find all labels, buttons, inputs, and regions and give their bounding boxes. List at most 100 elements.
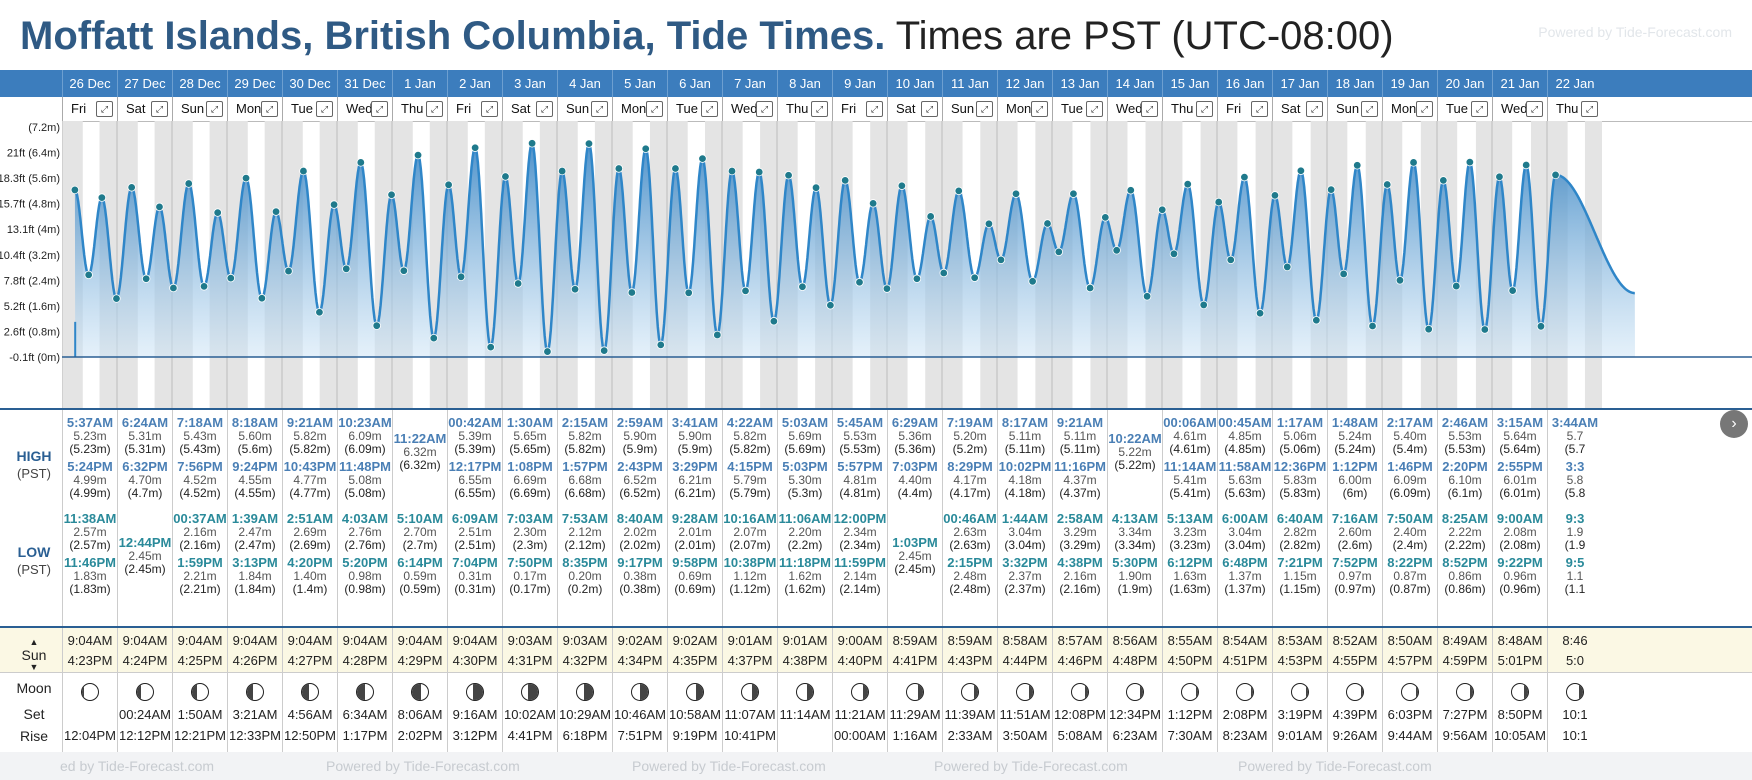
expand-icon[interactable]: ⤢ (1416, 101, 1433, 117)
high-tide-entry: 11:58AM 5.63m (5.63m) (1218, 460, 1272, 500)
tide-height: 5.11m (1063, 429, 1097, 443)
tide-time: 3:44AM (1551, 415, 1599, 430)
moon-column: 6:03PM 9:44AM (1382, 673, 1437, 753)
tide-time: 1:30AM (506, 415, 554, 430)
sun-column: 9:04AM 4:24PM (117, 628, 172, 674)
sunrise-time: 9:04AM (342, 633, 388, 648)
expand-icon[interactable]: ⤢ (151, 101, 168, 117)
weekday-label: Mon (236, 101, 262, 116)
tide-time: 1:59PM (177, 555, 223, 570)
tide-time: 5:57PM (837, 459, 883, 474)
low-tide-entry: 3:13PM 1.84m (1.84m) (228, 556, 282, 596)
high-tide-entry: 1:08PM 6.69m (6.69m) (503, 460, 557, 500)
expand-icon[interactable]: ⤢ (1251, 101, 1268, 117)
high-tide-entry: 2:55PM 6.01m (6.01m) (1493, 460, 1547, 500)
sunrise-time: 9:00AM (837, 633, 883, 648)
expand-icon[interactable]: ⤢ (1471, 101, 1488, 117)
expand-icon[interactable]: ⤢ (756, 101, 773, 117)
tide-height-alt: (5.39m) (454, 442, 496, 456)
high-tide-point (954, 186, 963, 196)
expand-icon[interactable]: ⤢ (866, 101, 883, 117)
high-tide-point (840, 176, 850, 185)
high-tide-point (1521, 160, 1531, 170)
low-tide-entry: 4:20PM 1.40m (1.4m) (283, 556, 337, 596)
moon-phase-icon (1071, 683, 1089, 701)
date-cell: 8 Jan (777, 70, 832, 97)
expand-icon[interactable]: ⤢ (1581, 101, 1598, 117)
date-cell: 11 Jan (942, 70, 997, 97)
tide-time: 6:48PM (1222, 555, 1268, 570)
expand-icon[interactable]: ⤢ (646, 101, 663, 117)
expand-icon[interactable]: ⤢ (426, 101, 443, 117)
low-tide-point (1028, 277, 1037, 286)
y-tick-label: 2.6ft (0.8m) (4, 326, 60, 338)
date-cell: 30 Dec (282, 70, 337, 97)
tide-height: 6.09m (1393, 473, 1427, 487)
expand-icon[interactable]: ⤢ (811, 101, 828, 117)
tide-height-alt: (5.36m) (894, 442, 936, 456)
high-tide-point (184, 179, 193, 188)
moonset-time: 11:51AM (999, 707, 1051, 722)
sun-column: 9:04AM 4:25PM (172, 628, 227, 674)
expand-icon[interactable]: ⤢ (921, 101, 938, 117)
moon-column: 10:46AM 7:51PM (612, 673, 667, 753)
moonrise-time: 3:50AM (1002, 728, 1048, 743)
tide-height: 2.16m (1063, 569, 1097, 583)
expand-icon[interactable]: ⤢ (1031, 101, 1048, 117)
expand-icon[interactable]: ⤢ (1306, 101, 1323, 117)
expand-icon[interactable]: ⤢ (591, 101, 608, 117)
expand-icon[interactable]: ⤢ (536, 101, 553, 117)
moon-phase-icon (906, 683, 924, 701)
high-tide-column: 10:22AM 5.22m (5.22m) (1107, 410, 1162, 508)
weekday-label: Sat (511, 101, 531, 116)
tide-time: 11:48PM (338, 459, 392, 474)
expand-icon[interactable]: ⤢ (1086, 101, 1103, 117)
moon-column: 3:21AM 12:33PM (227, 673, 282, 753)
expand-icon[interactable]: ⤢ (1141, 101, 1158, 117)
expand-icon[interactable]: ⤢ (206, 101, 223, 117)
low-tide-column: 7:16AM 2.60m (2.6m) 7:52PM 0.97m (0.97m) (1327, 506, 1382, 626)
sunrise-time: 8:50AM (1387, 633, 1433, 648)
expand-icon[interactable]: ⤢ (701, 101, 718, 117)
expand-icon[interactable]: ⤢ (261, 101, 278, 117)
expand-icon[interactable]: ⤢ (1196, 101, 1213, 117)
expand-icon[interactable]: ⤢ (371, 101, 388, 117)
high-tide-column: 00:06AM 4.61m (4.61m) 11:14AM 5.41m (5.41m) (1162, 410, 1217, 508)
expand-icon[interactable]: ⤢ (976, 101, 993, 117)
tide-height-alt: (6m) (1342, 486, 1368, 500)
sunrise-time: 9:02AM (672, 633, 718, 648)
tide-height: 6.01m (1503, 473, 1537, 487)
low-tide-point (372, 321, 381, 330)
low-tide-point (1452, 281, 1461, 291)
scroll-right-button[interactable]: › (1720, 410, 1748, 438)
moon-phase-icon (686, 683, 704, 701)
tide-height: 0.38m (623, 569, 657, 583)
low-tide-entry: 10:38PM 1.12m (1.12m) (723, 556, 777, 596)
weekday-cell: Tue ⤢ (667, 97, 722, 121)
high-tide-entry: 1:46PM 6.09m (6.09m) (1383, 460, 1437, 500)
expand-icon[interactable]: ⤢ (1361, 101, 1378, 117)
tide-time: 1:57PM (562, 459, 608, 474)
weekday-label: Mon (1006, 101, 1032, 116)
tide-height-alt: (2.7m) (402, 538, 438, 552)
tide-height-alt: (3.23m) (1169, 538, 1211, 552)
tide-height: 0.86m (1448, 569, 1482, 583)
expand-icon[interactable]: ⤢ (316, 101, 333, 117)
high-tide-column: 3:15AM 5.64m (5.64m) 2:55PM 6.01m (6.01m) (1492, 410, 1547, 508)
low-tide-entry: 4:03AM 2.76m (2.76m) (338, 512, 392, 552)
moon-column: 7:27PM 9:56AM (1437, 673, 1492, 753)
high-tide-entry: 2:46AM 5.53m (5.53m) (1438, 416, 1492, 456)
tide-height-alt: (5.2m) (952, 442, 988, 456)
expand-icon[interactable]: ⤢ (1526, 101, 1543, 117)
tide-height: 6.21m (678, 473, 712, 487)
tide-height: 3.04m (1228, 525, 1262, 539)
sunset-time: 4:29PM (397, 653, 443, 668)
low-tide-point (627, 288, 637, 297)
tide-time: 9:58PM (672, 555, 718, 570)
expand-icon[interactable]: ⤢ (481, 101, 498, 117)
tide-time: 5:10AM (396, 511, 444, 526)
tide-height-alt: (5.22m) (1114, 458, 1156, 472)
expand-icon[interactable]: ⤢ (96, 101, 113, 117)
sun-column: 8:50AM 4:57PM (1382, 628, 1437, 674)
high-tide-point (299, 166, 308, 176)
